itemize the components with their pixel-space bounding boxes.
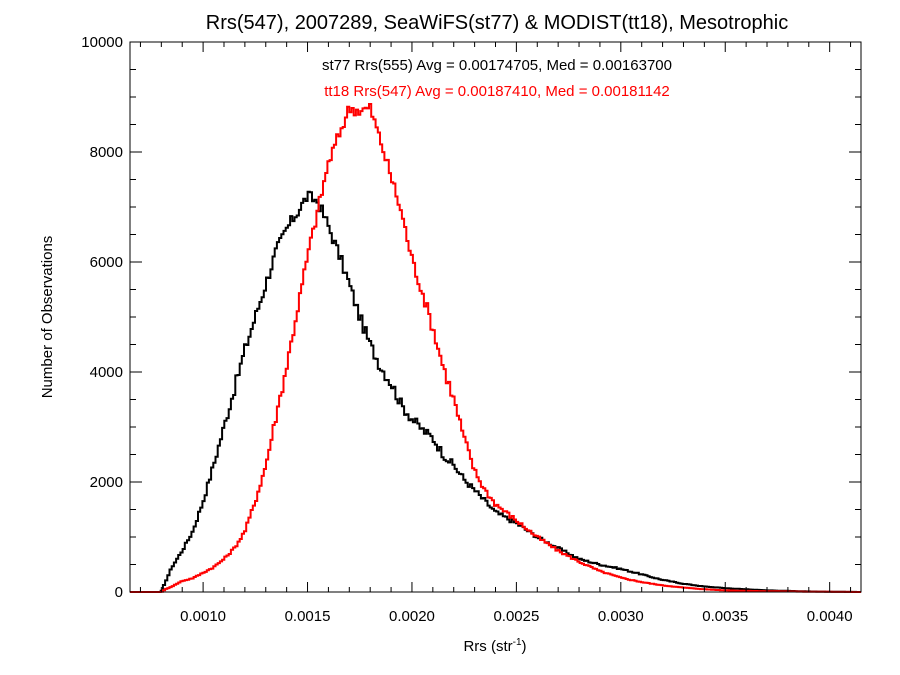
annotation-st77: st77 Rrs(555) Avg = 0.00174705, Med = 0.… <box>322 57 672 74</box>
annotation-tt18: tt18 Rrs(547) Avg = 0.00187410, Med = 0.… <box>324 83 670 100</box>
y-tick-label: 10000 <box>81 34 123 51</box>
series-line-0 <box>130 190 861 593</box>
y-tick-label: 8000 <box>90 144 123 161</box>
x-axis-label-superscript: -1 <box>513 637 522 648</box>
series-layer <box>130 103 861 593</box>
x-tick-label: 0.0010 <box>180 608 226 625</box>
ticks-layer: 0.0010 0.0015 0.0020 0.0025 0.0030 0.0035 0.00… <box>81 34 861 625</box>
x-axis-label-close: ) <box>522 638 527 655</box>
series-line-1 <box>130 103 861 593</box>
x-tick-label: 0.0020 <box>389 608 435 625</box>
y-tick-label: 6000 <box>90 254 123 271</box>
x-tick-label: 0.0040 <box>807 608 853 625</box>
x-tick-label: 0.0035 <box>702 608 748 625</box>
y-tick-label: 4000 <box>90 364 123 381</box>
y-tick-label: 0 <box>115 584 123 601</box>
x-tick-label: 0.0025 <box>493 608 539 625</box>
x-tick-label: 0.0015 <box>285 608 331 625</box>
x-axis-label-text: Rrs (str <box>463 638 512 655</box>
x-tick-label: 0.0030 <box>598 608 644 625</box>
y-tick-label: 2000 <box>90 474 123 491</box>
chart-title: Rrs(547), 2007289, SeaWiFS(st77) & MODIS… <box>206 12 788 34</box>
x-axis-label: Rrs (str-1) <box>463 637 526 655</box>
plot-frame <box>129 41 862 593</box>
y-axis-label: Number of Observations <box>39 236 56 399</box>
